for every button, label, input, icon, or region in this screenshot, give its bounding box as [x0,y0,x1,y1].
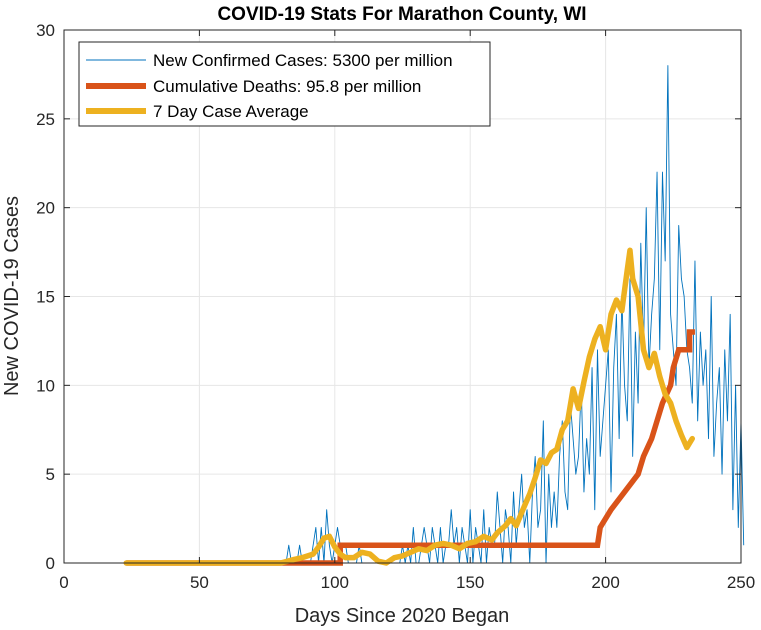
x-tick-label: 50 [190,573,209,592]
series-7day-average-line [123,247,696,566]
y-tick-label: 20 [36,199,55,218]
legend-label-new-cases: New Confirmed Cases: 5300 per million [153,51,453,70]
series-deaths-line [126,329,695,566]
y-tick-label: 5 [46,465,55,484]
legend-box [78,41,491,127]
y-tick-label: 15 [36,288,55,307]
x-tick-label: 200 [591,573,619,592]
x-tick-label: 0 [59,573,68,592]
y-tick-label: 25 [36,110,55,129]
tick-marks [63,29,742,564]
tick-labels: 0 50 100 150 200 250 0 5 10 15 20 25 30 [36,21,755,592]
chart-title: COVID-19 Stats For Marathon County, WI [217,4,586,25]
legend-label-7day-average: 7 Day Case Average [153,102,309,121]
x-tick-label: 250 [727,573,755,592]
legend: New Confirmed Cases: 5300 per million Cu… [78,41,491,127]
y-axis-label: New COVID-19 Cases [1,196,23,396]
y-tick-label: 0 [46,554,55,573]
legend-label-deaths: Cumulative Deaths: 95.8 per million [153,77,421,96]
x-axis-label: Days Since 2020 Began [295,605,510,627]
x-tick-label: 100 [321,573,349,592]
x-tick-label: 150 [456,573,484,592]
y-tick-label: 10 [36,376,55,395]
y-tick-label: 30 [36,21,55,40]
